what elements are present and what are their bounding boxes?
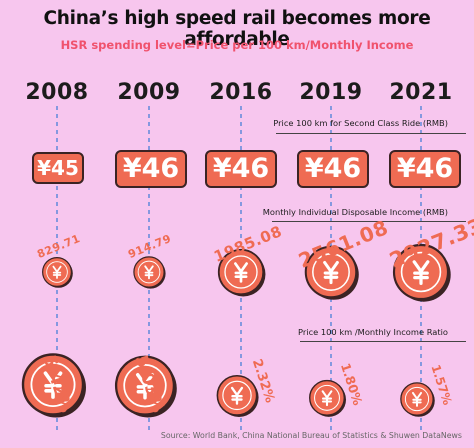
ratio-coin-icon-2019: [309, 379, 347, 417]
source-note: Source: World Bank, China National Burea…: [160, 431, 462, 440]
ratio-coin-icon-2021: [400, 382, 435, 417]
chart-title: China’s high speed rail becomes more aff…: [43, 8, 431, 50]
year-label-2009: 2009: [117, 80, 181, 105]
year-label-2019: 2019: [299, 80, 363, 105]
section-label-income: Monthly Individual Disposable Income (RM…: [262, 207, 448, 217]
price-box-2019: ¥46: [297, 150, 369, 188]
year-label-2016: 2016: [209, 80, 273, 105]
section-divider-ratio: [300, 341, 466, 342]
chart-subtitle: HSR spending level=Price per 100 km/Mont…: [60, 38, 414, 52]
section-label-price: Price 100 km for Second Class Ride (RMB): [273, 118, 448, 128]
year-label-2021: 2021: [389, 80, 453, 105]
income-coin-icon-2021: [392, 243, 451, 302]
price-box-2021: ¥46: [389, 150, 461, 188]
income-coin-icon-2016: [217, 248, 266, 297]
section-divider-price: [276, 133, 466, 134]
price-box-2009: ¥46: [115, 150, 187, 188]
income-coin-icon-2019: [304, 245, 359, 300]
ratio-coin-icon-2009: [114, 355, 177, 418]
income-coin-icon-2009: [133, 256, 166, 289]
price-box-2016: ¥46: [205, 150, 277, 188]
ratio-coin-icon-2008: [21, 353, 86, 418]
year-label-2008: 2008: [25, 80, 89, 105]
ratio-coin-icon-2016: [216, 374, 259, 417]
income-coin-icon-2008: [42, 257, 73, 288]
price-box-2008: ¥45: [32, 152, 84, 184]
section-divider-income: [272, 221, 466, 222]
section-label-ratio: Price 100 km /Monthly Income Ratio: [298, 327, 448, 337]
